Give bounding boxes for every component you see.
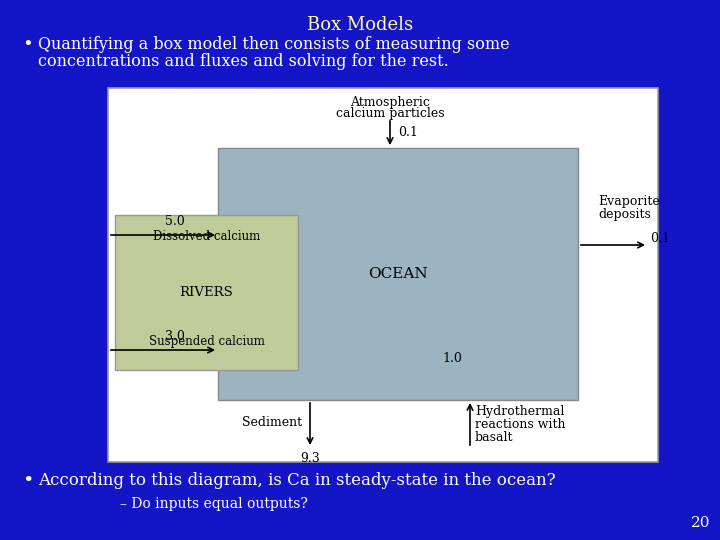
Text: 9.3: 9.3 bbox=[300, 452, 320, 465]
Text: Quantifying a box model then consists of measuring some: Quantifying a box model then consists of… bbox=[38, 36, 510, 53]
Text: Suspended calcium: Suspended calcium bbox=[148, 335, 264, 348]
Bar bbox=[218, 148, 578, 400]
Text: Evaporite: Evaporite bbox=[598, 195, 660, 208]
Text: – Do inputs equal outputs?: – Do inputs equal outputs? bbox=[120, 497, 308, 511]
Text: OCEAN: OCEAN bbox=[368, 267, 428, 281]
Text: 20: 20 bbox=[690, 516, 710, 530]
Text: •: • bbox=[22, 36, 32, 54]
Bar bbox=[115, 215, 298, 370]
Bar bbox=[108, 88, 658, 462]
Text: deposits: deposits bbox=[598, 208, 651, 221]
Text: 0.1: 0.1 bbox=[650, 232, 670, 245]
Text: Atmospheric: Atmospheric bbox=[350, 96, 430, 109]
Text: Sediment: Sediment bbox=[242, 415, 302, 429]
Text: basalt: basalt bbox=[475, 431, 513, 444]
Text: Box Models: Box Models bbox=[307, 16, 413, 34]
Text: 0.1: 0.1 bbox=[398, 126, 418, 139]
Text: •: • bbox=[22, 472, 33, 490]
Text: According to this diagram, is Ca in steady-state in the ocean?: According to this diagram, is Ca in stea… bbox=[38, 472, 556, 489]
Text: Dissolved calcium: Dissolved calcium bbox=[153, 231, 260, 244]
Text: 3.0: 3.0 bbox=[165, 330, 185, 343]
Text: concentrations and fluxes and solving for the rest.: concentrations and fluxes and solving fo… bbox=[38, 53, 449, 70]
Text: calcium particles: calcium particles bbox=[336, 107, 444, 120]
Text: Hydrothermal: Hydrothermal bbox=[475, 405, 564, 418]
Text: RIVERS: RIVERS bbox=[179, 286, 233, 299]
Text: 1.0: 1.0 bbox=[442, 352, 462, 365]
Text: reactions with: reactions with bbox=[475, 418, 565, 431]
Text: 5.0: 5.0 bbox=[165, 215, 185, 228]
